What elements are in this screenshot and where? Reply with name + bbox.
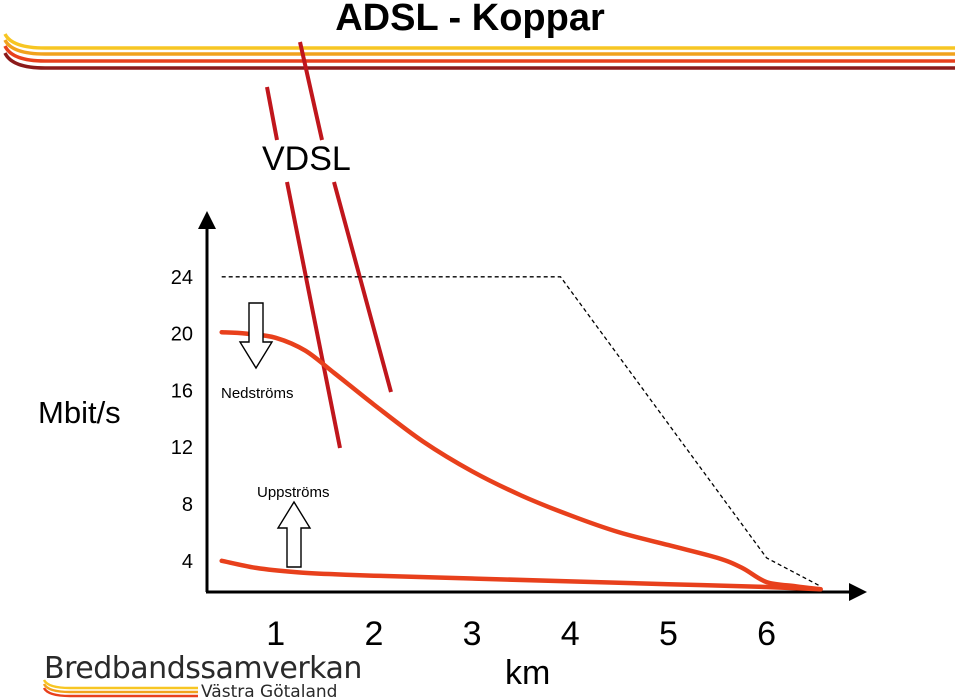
vdsl-line-2 (285, 181, 342, 449)
x-tick-label-3: 3 (463, 615, 482, 653)
vdsl-line-1 (265, 86, 279, 141)
y-tick-label-4: 4 (182, 551, 193, 573)
downstream-arrow-icon (238, 302, 274, 370)
x-tick-label-4: 4 (561, 615, 580, 653)
logo-stripe-orange (42, 683, 198, 694)
slide-title: ADSL - Koppar (335, 0, 605, 39)
logo-stripe-yellow (42, 679, 198, 690)
series-line-upstream (219, 558, 823, 592)
y-tick-label-8: 8 (182, 494, 193, 516)
y-tick-label-24: 24 (171, 267, 193, 289)
logo: Bredbandssamverkan Västra Götaland (42, 651, 362, 700)
y-axis-label: Mbit/s (38, 395, 121, 430)
header-stripe-orange (3, 39, 955, 56)
x-axis-label: km (505, 654, 550, 692)
annotation-layer: Nedströms Uppströms (221, 302, 330, 568)
y-ticks: 4 8 12 16 20 24 (171, 267, 193, 573)
header-stripe-darkred (3, 52, 955, 70)
logo-text-sub: Västra Götaland (201, 682, 337, 700)
logo-text-main: Bredbandssamverkan (44, 651, 362, 686)
series-layer (219, 276, 823, 592)
header-stripes (3, 33, 955, 70)
vdsl-line-3 (298, 41, 324, 141)
logo-stripe-red (42, 687, 198, 698)
upstream-arrow-icon (276, 500, 312, 568)
y-tick-label-20: 20 (171, 324, 193, 346)
annotation-upstream: Uppströms (257, 484, 330, 501)
vdsl-label: VDSL (262, 140, 351, 178)
y-tick-label-12: 12 (171, 437, 193, 459)
header-stripe-yellow (3, 33, 955, 50)
annotation-downstream: Nedströms (221, 385, 294, 402)
y-tick-label-16: 16 (171, 380, 193, 402)
x-ticks: 1 2 3 4 5 6 (266, 615, 776, 653)
x-tick-label-1: 1 (266, 615, 285, 653)
series-line-downstream (219, 329, 823, 592)
x-tick-label-6: 6 (757, 615, 776, 653)
series-line-theoretical (221, 276, 821, 587)
header-stripe-red (3, 45, 955, 63)
x-tick-label-2: 2 (364, 615, 383, 653)
x-tick-label-5: 5 (659, 615, 678, 653)
vdsl-line-4 (332, 181, 393, 393)
